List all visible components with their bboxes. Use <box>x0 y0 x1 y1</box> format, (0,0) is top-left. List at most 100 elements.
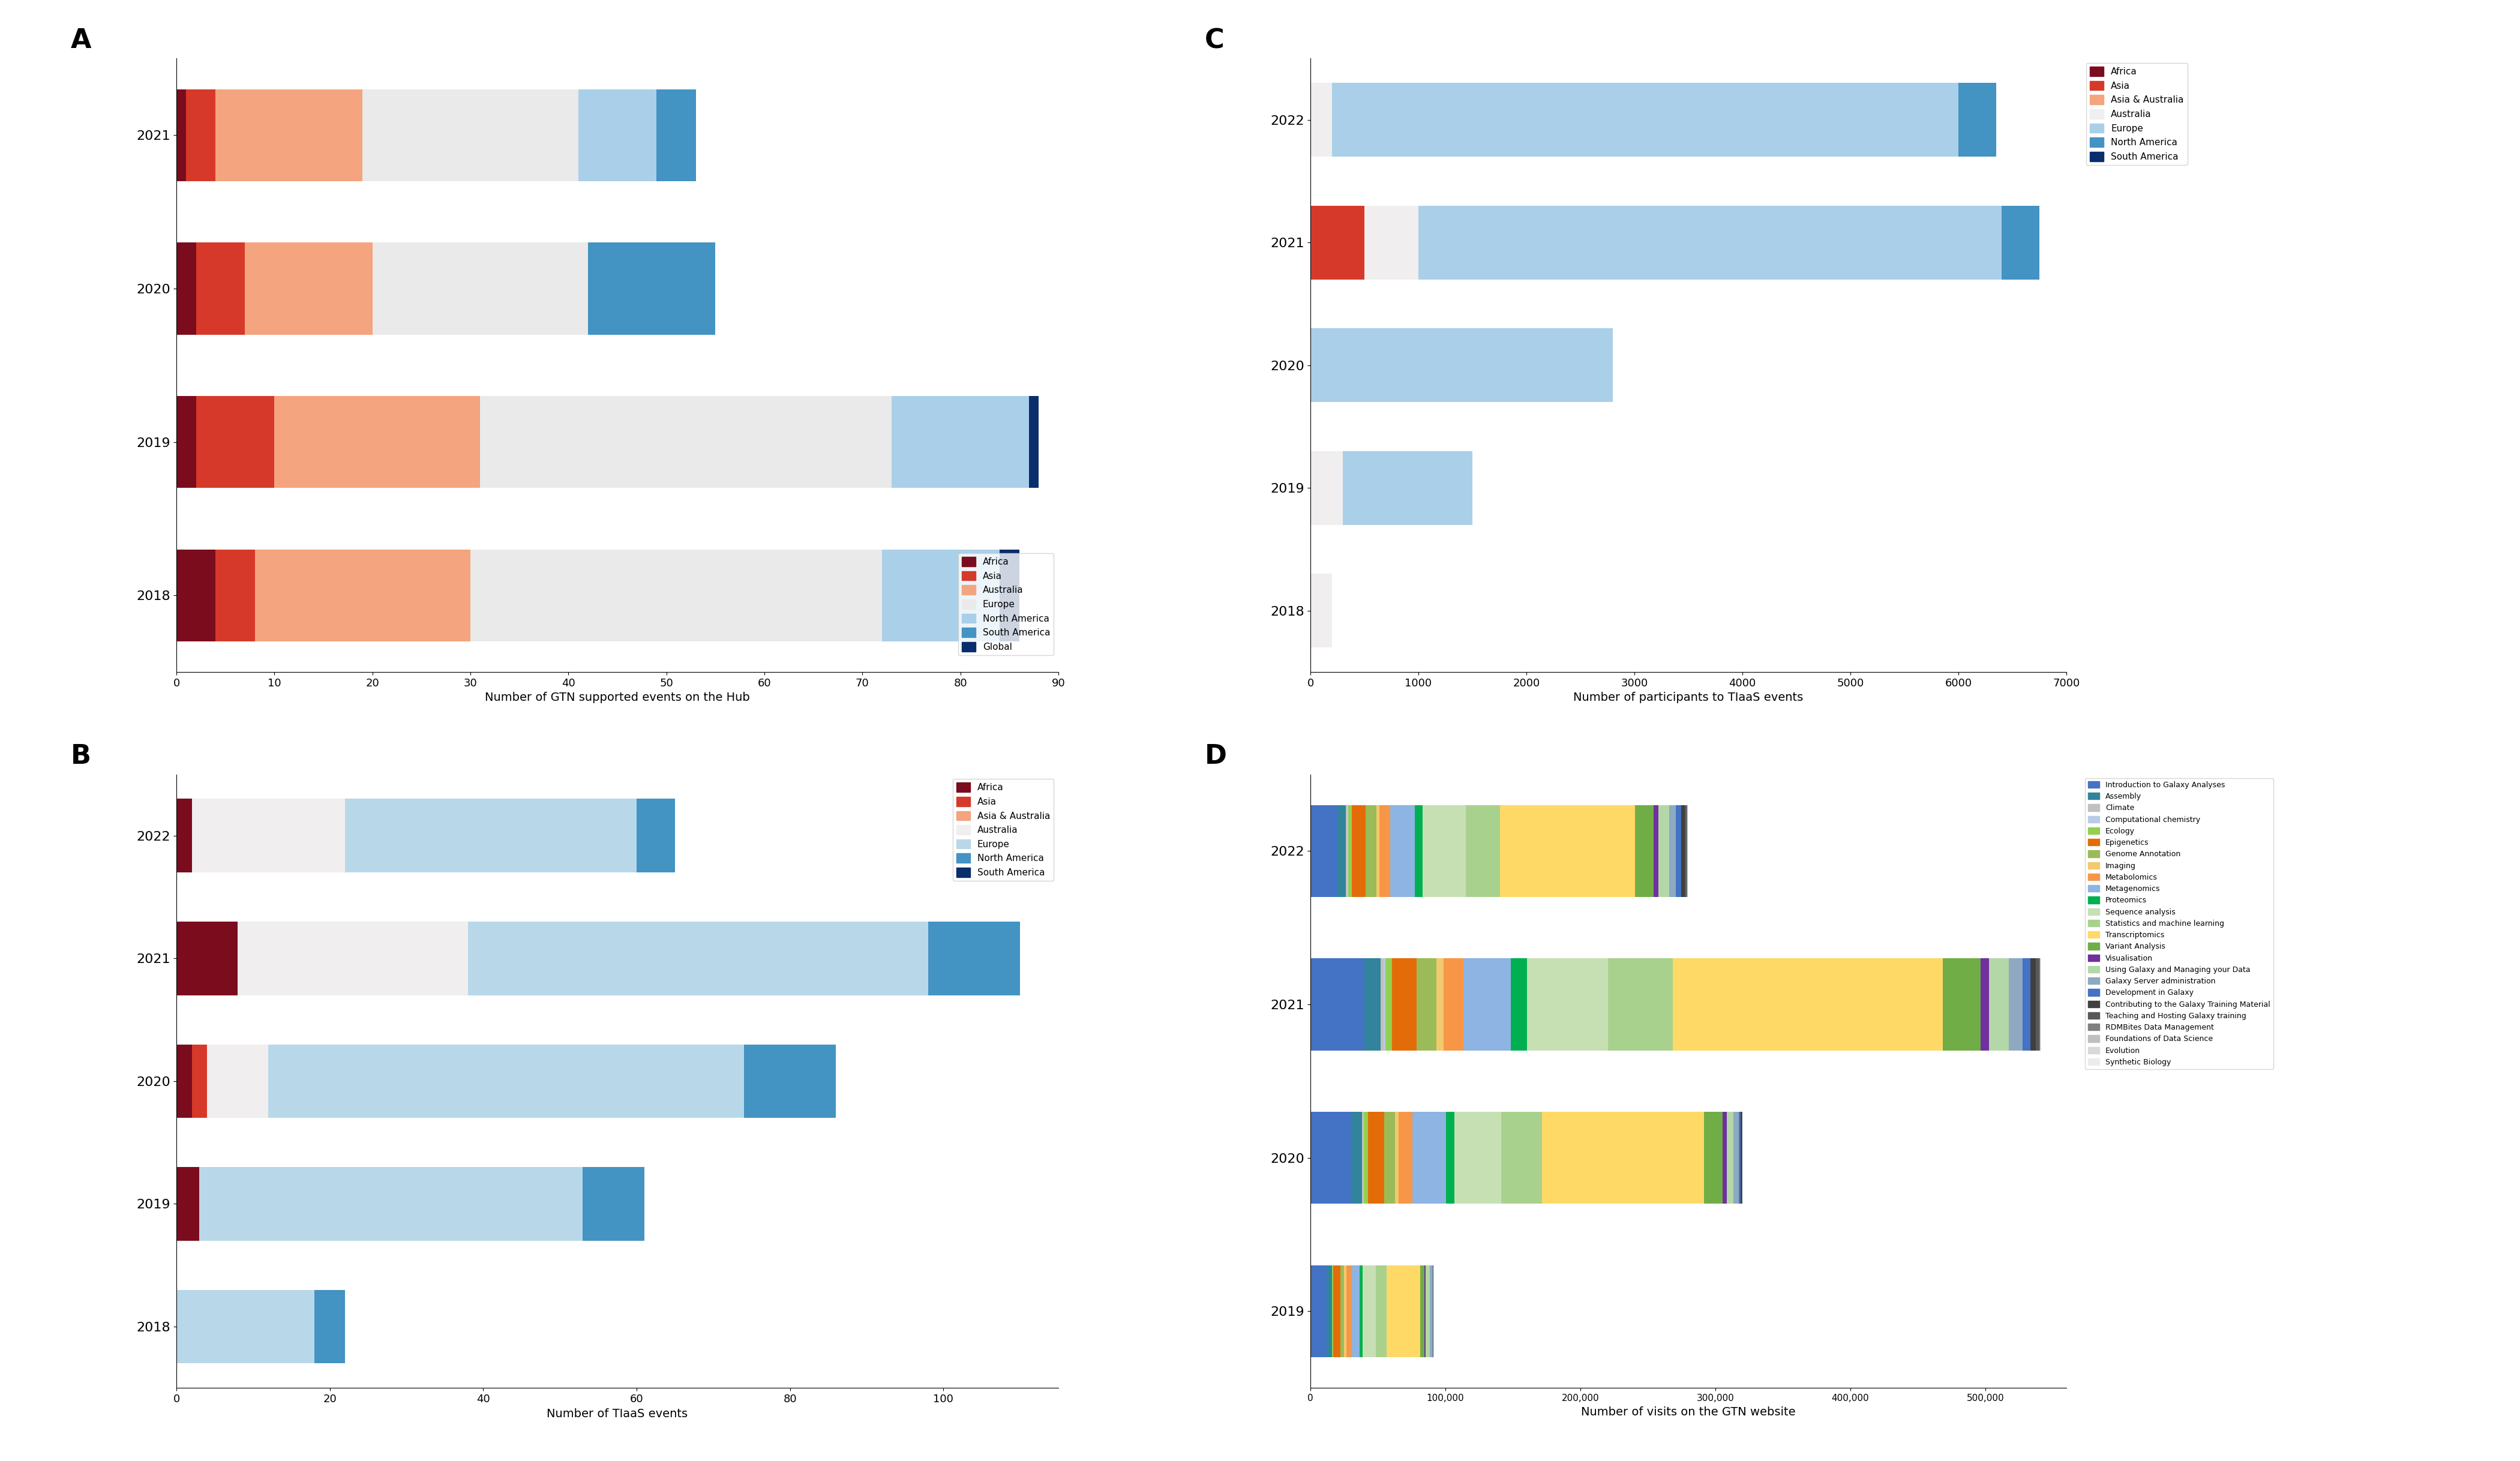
Bar <box>1499 805 1635 897</box>
Bar <box>1346 1265 1351 1357</box>
Bar <box>1361 1265 1363 1357</box>
Bar <box>1726 1112 1734 1204</box>
Bar <box>1467 805 1499 897</box>
Bar <box>587 243 716 335</box>
Bar <box>1411 1112 1446 1204</box>
Bar <box>1386 958 1391 1050</box>
Bar <box>1376 805 1378 897</box>
Bar <box>176 799 192 872</box>
Bar <box>1353 805 1366 897</box>
Legend: Africa, Asia, Asia & Australia, Australia, Europe, North America, South America: Africa, Asia, Asia & Australia, Australi… <box>2087 63 2187 165</box>
Bar <box>1414 805 1424 897</box>
Bar <box>481 396 892 488</box>
Bar <box>1464 958 1512 1050</box>
Bar <box>1394 1112 1399 1204</box>
Bar <box>1348 805 1353 897</box>
Bar <box>1416 958 1436 1050</box>
Bar <box>1502 1112 1542 1204</box>
Bar <box>1386 1265 1421 1357</box>
Bar <box>1399 1112 1411 1204</box>
Bar <box>1658 805 1668 897</box>
Bar <box>1958 83 1996 156</box>
Bar <box>255 549 471 641</box>
Bar <box>345 799 638 872</box>
Bar <box>882 549 1000 641</box>
Bar <box>176 922 237 995</box>
X-axis label: Number of visits on the GTN website: Number of visits on the GTN website <box>1580 1405 1797 1417</box>
Bar <box>1363 1112 1368 1204</box>
Bar <box>1673 958 1943 1050</box>
Bar <box>1512 958 1527 1050</box>
Legend: Africa, Asia, Asia & Australia, Australia, Europe, North America, South America: Africa, Asia, Asia & Australia, Australi… <box>953 779 1053 881</box>
Bar <box>1426 1265 1429 1357</box>
Bar <box>207 1045 270 1118</box>
X-axis label: Number of GTN supported events on the Hub: Number of GTN supported events on the Hu… <box>484 693 751 703</box>
Bar <box>1444 958 1464 1050</box>
Text: C: C <box>1205 28 1225 54</box>
Bar <box>469 922 927 995</box>
Bar <box>192 799 345 872</box>
Text: B: B <box>71 744 91 770</box>
Bar <box>1527 958 1608 1050</box>
X-axis label: Number of participants to TIaaS events: Number of participants to TIaaS events <box>1572 693 1804 703</box>
Bar <box>1943 958 1981 1050</box>
Bar <box>192 1045 207 1118</box>
Bar <box>1446 1112 1454 1204</box>
X-axis label: Number of TIaaS events: Number of TIaaS events <box>547 1408 688 1419</box>
Bar <box>176 549 217 641</box>
Bar <box>1424 805 1467 897</box>
Bar <box>892 396 1028 488</box>
Bar <box>1310 805 1338 897</box>
Bar <box>176 1167 199 1240</box>
Bar <box>1326 1265 1333 1357</box>
Bar <box>176 396 197 488</box>
Bar <box>1429 1265 1431 1357</box>
Bar <box>1668 805 1676 897</box>
Bar <box>582 1167 645 1240</box>
Bar <box>1653 805 1658 897</box>
Bar <box>1310 1265 1326 1357</box>
Text: A: A <box>71 28 91 54</box>
Bar <box>270 1045 743 1118</box>
Bar <box>1391 805 1414 897</box>
Bar <box>1542 1112 1704 1204</box>
Bar <box>638 799 675 872</box>
Bar <box>2031 958 2036 1050</box>
Bar <box>1366 805 1376 897</box>
Bar <box>2036 958 2039 1050</box>
Bar <box>1421 1265 1424 1357</box>
Bar <box>176 1290 315 1363</box>
Bar <box>363 89 577 181</box>
Bar <box>1310 329 1613 402</box>
Bar <box>176 1045 192 1118</box>
Bar <box>1310 1112 1351 1204</box>
Bar <box>1676 805 1681 897</box>
Bar <box>1704 1112 1724 1204</box>
Bar <box>1383 1112 1394 1204</box>
Bar <box>1310 574 1333 647</box>
Bar <box>1734 1112 1739 1204</box>
Legend: Introduction to Galaxy Analyses, Assembly, Climate, Computational chemistry, Eco: Introduction to Galaxy Analyses, Assembl… <box>2084 779 2273 1069</box>
Bar <box>743 1045 837 1118</box>
Bar <box>1363 958 1381 1050</box>
Bar <box>244 243 373 335</box>
Bar <box>176 243 197 335</box>
Bar <box>197 243 244 335</box>
Bar <box>1333 1265 1341 1357</box>
Bar <box>1988 958 2008 1050</box>
Bar <box>1363 206 1419 279</box>
Bar <box>217 89 363 181</box>
Bar <box>1310 83 1333 156</box>
Bar <box>199 1167 582 1240</box>
Bar <box>315 1290 345 1363</box>
Bar <box>1681 805 1686 897</box>
Bar <box>1351 1112 1361 1204</box>
Bar <box>1028 396 1038 488</box>
Bar <box>1608 958 1673 1050</box>
Bar <box>1376 1265 1386 1357</box>
Bar <box>658 89 696 181</box>
Bar <box>1333 83 1958 156</box>
Bar <box>1436 958 1444 1050</box>
Bar <box>176 89 186 181</box>
Bar <box>186 89 217 181</box>
